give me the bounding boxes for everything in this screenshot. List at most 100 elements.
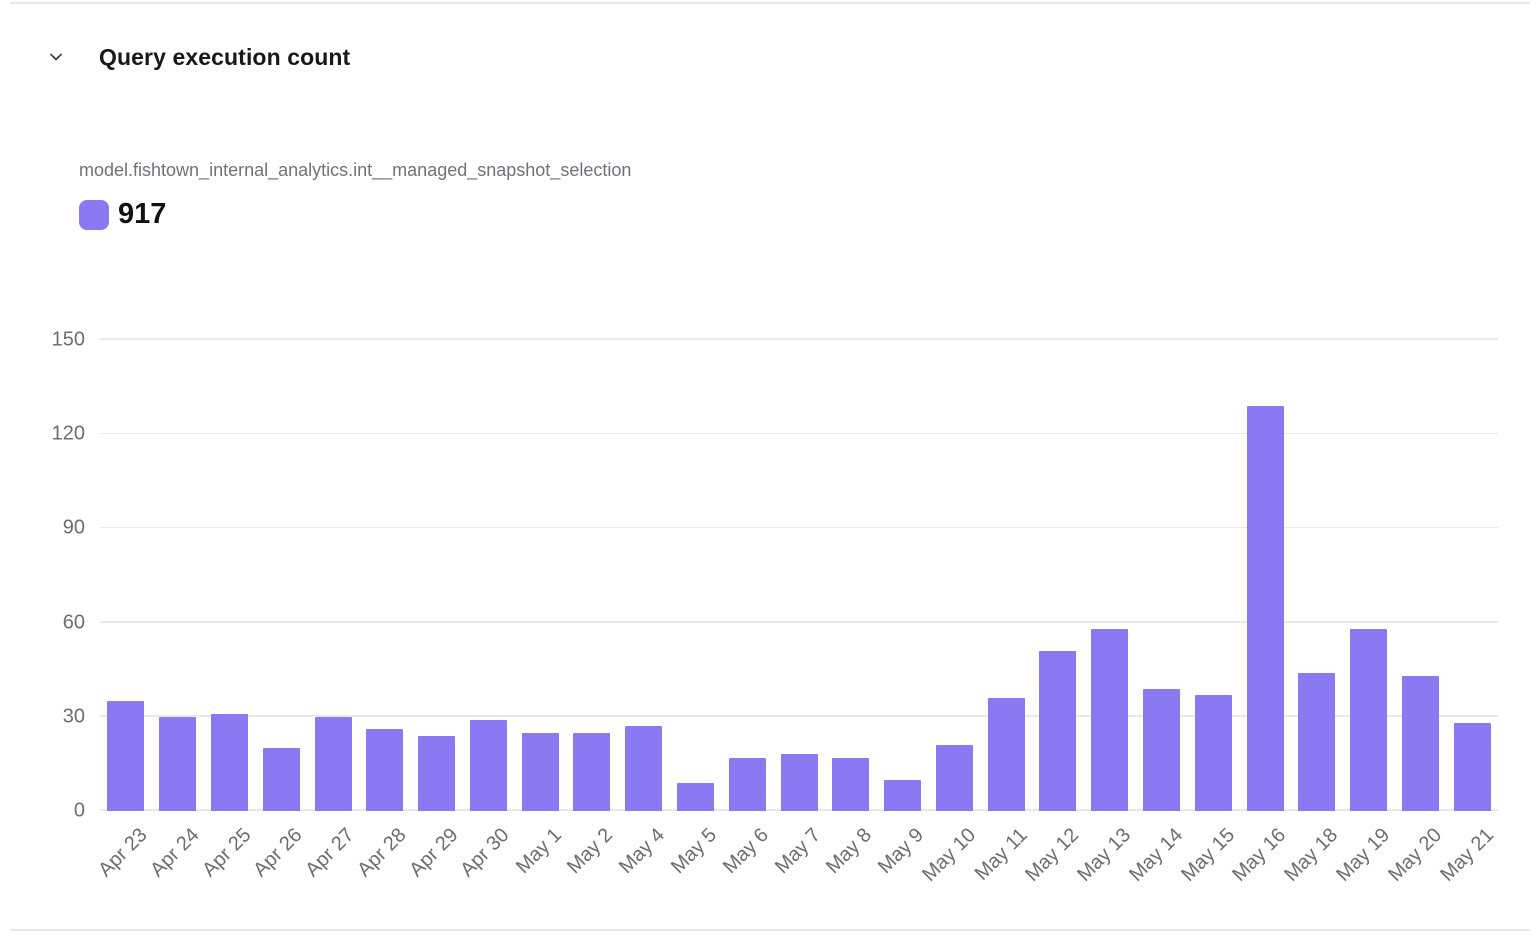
bar-slot: May 7 — [771, 340, 825, 878]
x-axis-tick-label: Apr 29 — [404, 824, 463, 882]
chart-legend: model.fishtown_internal_analytics.int__m… — [79, 158, 631, 231]
bar-slot: May 13 — [1073, 340, 1136, 886]
bar-slot: Apr 30 — [457, 340, 514, 881]
bar-may-19[interactable] — [1350, 628, 1388, 811]
bar-may-20[interactable] — [1401, 675, 1439, 811]
bar-slot: May 21 — [1436, 340, 1498, 886]
legend-swatch — [79, 199, 109, 230]
bar-may-12[interactable] — [1039, 650, 1077, 811]
bar-slot: May 10 — [918, 340, 981, 886]
bar-may-14[interactable] — [1143, 688, 1181, 811]
bar-apr-27[interactable] — [314, 716, 352, 811]
y-axis-tick-label: 90 — [62, 516, 85, 539]
bar-slot: May 12 — [1022, 340, 1084, 886]
gridline — [100, 621, 1498, 623]
bar-may-11[interactable] — [987, 697, 1025, 811]
bar-may-10[interactable] — [935, 745, 973, 811]
x-axis-tick-label: May 18 — [1280, 824, 1343, 886]
collapse-section-button[interactable] — [46, 47, 66, 67]
x-axis-tick-label: May 13 — [1073, 824, 1136, 886]
bar-slot: May 19 — [1332, 340, 1395, 886]
y-axis-tick-label: 120 — [51, 422, 85, 445]
bar-slot: May 1 — [512, 340, 566, 878]
bar-may-6[interactable] — [728, 757, 766, 811]
bar-slot: Apr 29 — [405, 340, 463, 881]
x-axis-tick-label: May 1 — [511, 824, 566, 879]
bar-apr-25[interactable] — [210, 713, 248, 811]
bar-slot: May 8 — [822, 340, 877, 878]
x-axis-tick-label: May 21 — [1435, 824, 1498, 886]
bar-slot: May 15 — [1177, 340, 1239, 886]
x-axis-tick-label: May 12 — [1021, 824, 1084, 886]
x-axis-tick-label: Apr 26 — [249, 824, 307, 882]
bar-may-1[interactable] — [521, 732, 559, 811]
x-axis-tick-label: Apr 25 — [197, 824, 256, 882]
x-axis-tick-label: Apr 23 — [94, 824, 152, 882]
x-axis-tick-label: May 4 — [615, 824, 670, 879]
bar-slot: Apr 26 — [250, 340, 307, 881]
bar-slot: May 9 — [874, 340, 929, 878]
bar-may-18[interactable] — [1298, 672, 1336, 811]
x-axis-tick-label: Apr 28 — [353, 824, 411, 882]
x-axis-tick-label: May 7 — [770, 824, 825, 879]
bar-chart: 0 30 60 90 120 150 Apr 23 Apr 24 Apr 25 Apr 26 Apr… — [52, 329, 1498, 886]
x-axis-tick-label: Apr 27 — [301, 824, 359, 882]
bar-apr-28[interactable] — [366, 729, 404, 811]
legend-series-name: model.fishtown_internal_analytics.int__m… — [79, 160, 632, 180]
x-axis-tick-label: May 20 — [1384, 824, 1446, 886]
x-axis-tick-label: Apr 30 — [456, 824, 514, 882]
section-header: Query execution count — [46, 42, 350, 72]
gridline — [100, 526, 1498, 529]
x-axis-tick-label: May 8 — [822, 824, 877, 879]
x-axis-tick-label: May 10 — [918, 824, 980, 886]
bar-apr-29[interactable] — [418, 735, 456, 811]
bar-slot: Apr 23 — [94, 340, 152, 881]
bar-may-13[interactable] — [1091, 628, 1129, 811]
bar-may-16[interactable] — [1246, 405, 1284, 811]
x-axis-tick-label: May 6 — [718, 824, 773, 879]
gridline — [100, 338, 1498, 340]
top-divider — [10, 2, 1530, 4]
bar-slot: Apr 28 — [353, 340, 411, 881]
bar-may-4[interactable] — [625, 726, 663, 811]
y-axis-tick-label: 0 — [73, 799, 85, 822]
x-axis-tick-label: May 5 — [666, 824, 722, 879]
bar-may-2[interactable] — [573, 732, 611, 811]
bar-slot: Apr 25 — [198, 340, 256, 881]
bar-may-5[interactable] — [676, 782, 714, 811]
bar-apr-26[interactable] — [262, 748, 300, 811]
x-axis-tick-label: May 11 — [970, 824, 1032, 885]
bar-apr-24[interactable] — [159, 716, 197, 811]
gridline — [100, 715, 1498, 717]
x-axis-tick-label: May 15 — [1176, 824, 1239, 886]
bar-may-9[interactable] — [884, 779, 922, 811]
bar-slot: May 2 — [563, 340, 618, 878]
legend-item: 917 — [79, 198, 631, 231]
bars-container: Apr 23 Apr 24 Apr 25 Apr 26 Apr 27 Apr 28 Apr … — [94, 340, 1498, 886]
y-axis-tick-label: 60 — [62, 611, 85, 634]
bottom-divider — [10, 929, 1530, 931]
bar-may-21[interactable] — [1453, 723, 1491, 811]
page-title: Query execution count — [99, 44, 351, 70]
bar-may-8[interactable] — [832, 757, 870, 811]
bar-slot: Apr 27 — [301, 340, 359, 881]
bar-may-7[interactable] — [780, 754, 818, 811]
bar-slot: May 20 — [1384, 340, 1447, 886]
legend-total-value: 917 — [118, 198, 167, 230]
bar-apr-30[interactable] — [469, 719, 507, 811]
bar-may-15[interactable] — [1194, 694, 1232, 811]
bar-slot: May 18 — [1280, 340, 1343, 886]
chevron-down-icon — [50, 53, 62, 61]
x-axis-tick-label: May 2 — [563, 824, 618, 879]
bar-apr-23[interactable] — [107, 701, 145, 811]
y-axis-tick-label: 150 — [51, 328, 85, 351]
y-axis-tick-label: 30 — [62, 705, 85, 728]
gridline — [100, 432, 1498, 435]
bar-slot: May 14 — [1125, 340, 1188, 886]
bar-slot: May 5 — [667, 340, 722, 878]
x-axis-tick-label: May 19 — [1332, 824, 1395, 886]
bar-slot: May 11 — [971, 340, 1032, 885]
bar-slot: May 6 — [719, 340, 773, 878]
x-axis-tick-label: May 16 — [1228, 824, 1291, 886]
